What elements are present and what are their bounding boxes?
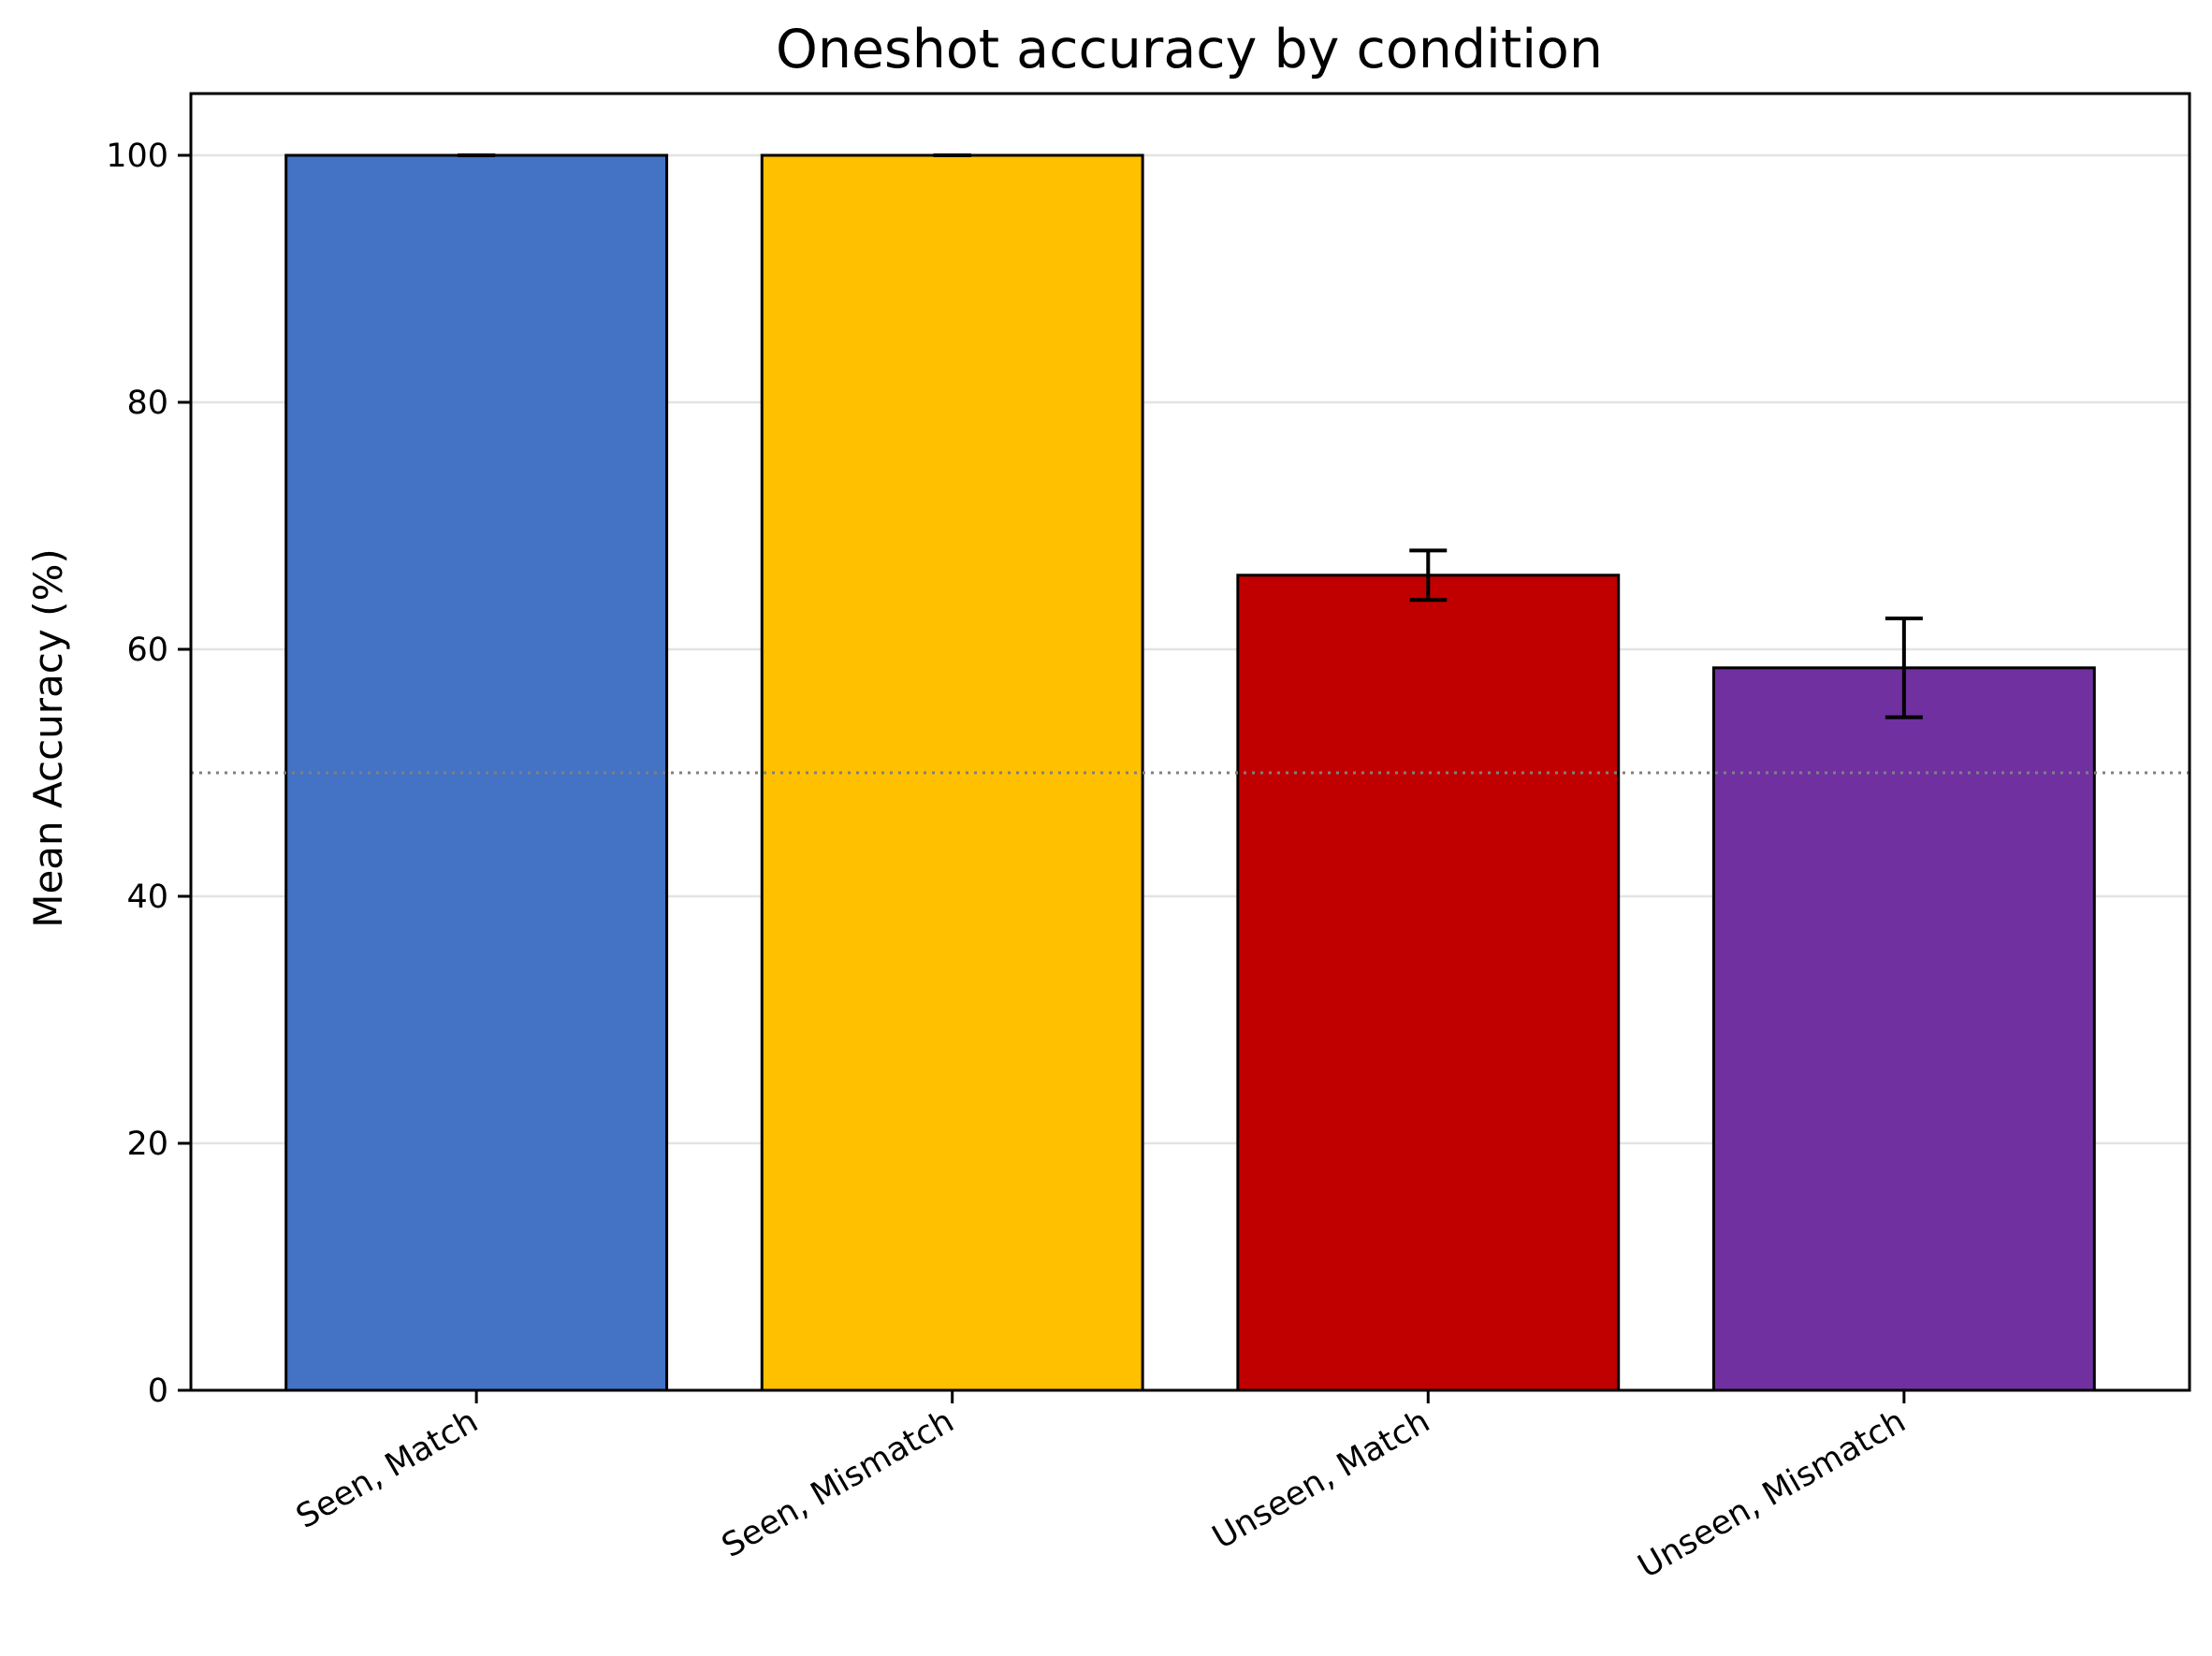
plot-frame — [189, 92, 2191, 1392]
y-tick-label-3: 60 — [126, 632, 168, 669]
y-axis-label: Mean Accuracy (%) — [25, 548, 71, 928]
chart-title: Oneshot accuracy by condition — [776, 19, 1603, 80]
x-tick-label-2: Unseen, Match — [1206, 1402, 1435, 1557]
error-bars — [458, 153, 1923, 719]
y-tick-label-0: 0 — [148, 1373, 168, 1410]
bar-0 — [284, 153, 669, 1392]
y-tick-label-1: 20 — [126, 1126, 168, 1163]
y-tick-label-2: 40 — [126, 879, 168, 916]
x-ticks: Seen, Match Seen, Mismatch Unseen, Match Un… — [290, 1390, 1912, 1586]
x-tick-label-0: Seen, Match — [290, 1402, 485, 1536]
y-ticks: 0 20 40 60 80 100 — [106, 138, 191, 1410]
bars — [284, 153, 2096, 1392]
bar-3 — [1711, 666, 2096, 1392]
axes — [189, 92, 2191, 1392]
x-tick-label-1: Seen, Mismatch — [716, 1402, 960, 1565]
y-tick-label-4: 80 — [126, 385, 168, 422]
x-tick-label-3: Unseen, Mismatch — [1632, 1402, 1912, 1586]
bar-2 — [1236, 574, 1621, 1392]
bar-1 — [760, 153, 1144, 1392]
y-tick-label-5: 100 — [106, 138, 168, 175]
